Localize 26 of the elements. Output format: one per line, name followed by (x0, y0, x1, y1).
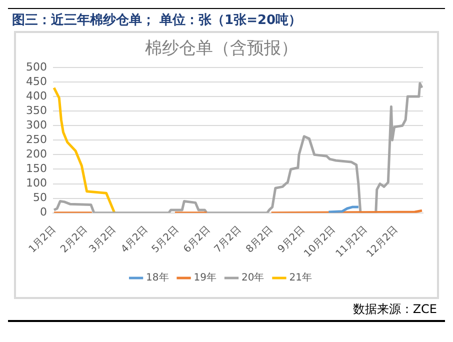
y-tick-label: 200 (26, 148, 47, 161)
legend-label: 19年 (194, 272, 217, 284)
x-tick-label: 1月2日 (27, 224, 58, 256)
x-tick-label: 8月2日 (244, 224, 276, 256)
y-tick-label: 400 (26, 89, 47, 102)
chart-title: 图三：近三年棉纱仓单； 单位：张（1张=20吨） (8, 8, 445, 31)
x-tick-label: 2月2日 (58, 224, 90, 256)
y-tick-label: 300 (26, 118, 47, 132)
y-tick-label: 50 (32, 191, 47, 204)
y-tick-label: 100 (26, 176, 47, 190)
y-tick-label: 250 (26, 132, 47, 146)
legend-label: 18年 (146, 272, 169, 284)
x-tick-label: 7月2日 (212, 224, 244, 256)
legend-label: 21年 (289, 272, 312, 284)
x-tick-label: 5月2日 (150, 224, 181, 256)
y-tick-label: 450 (26, 74, 47, 88)
x-tick-label: 4月2日 (119, 224, 150, 256)
y-tick-label: 0 (40, 206, 47, 219)
y-tick-label: 150 (26, 162, 47, 176)
x-tick-label: 6月2日 (182, 224, 213, 256)
x-tick-label: 3月2日 (88, 224, 118, 256)
source-note: 数据来源：ZCE (8, 299, 445, 322)
chart-subtitle: 棉纱仓单（含预报） (145, 38, 298, 59)
y-tick-label: 350 (26, 104, 47, 117)
y-tick-label: 500 (26, 60, 47, 74)
legend-label: 20年 (242, 272, 264, 284)
